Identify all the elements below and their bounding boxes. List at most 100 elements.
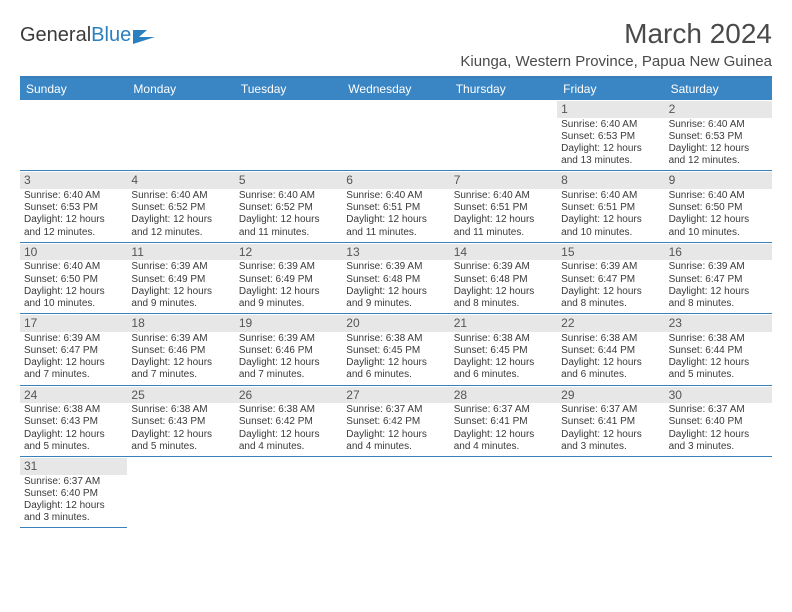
sunset-text: Sunset: 6:52 PM: [239, 202, 338, 214]
daylight-text: Daylight: 12 hours and 7 minutes.: [24, 357, 123, 381]
sunset-text: Sunset: 6:40 PM: [669, 416, 768, 428]
sunrise-text: Sunrise: 6:37 AM: [24, 476, 123, 488]
day-number: 29: [557, 387, 664, 404]
day-cell: 29Sunrise: 6:37 AMSunset: 6:41 PMDayligh…: [557, 386, 664, 457]
day-number: 20: [342, 315, 449, 332]
sunrise-text: Sunrise: 6:39 AM: [239, 261, 338, 273]
weekday-label: Sunday: [20, 78, 127, 100]
day-cell: 22Sunrise: 6:38 AMSunset: 6:44 PMDayligh…: [557, 314, 664, 385]
daylight-text: Daylight: 12 hours and 6 minutes.: [561, 357, 660, 381]
sunset-text: Sunset: 6:48 PM: [454, 274, 553, 286]
daylight-text: Daylight: 12 hours and 13 minutes.: [561, 143, 660, 167]
daylight-text: Daylight: 12 hours and 4 minutes.: [239, 429, 338, 453]
sunrise-text: Sunrise: 6:40 AM: [131, 190, 230, 202]
daylight-text: Daylight: 12 hours and 11 minutes.: [346, 214, 445, 238]
day-number: 24: [20, 387, 127, 404]
header: GeneralBlue March 2024 Kiunga, Western P…: [20, 18, 772, 70]
sunrise-text: Sunrise: 6:37 AM: [669, 404, 768, 416]
sunrise-text: Sunrise: 6:38 AM: [24, 404, 123, 416]
day-cell: 5Sunrise: 6:40 AMSunset: 6:52 PMDaylight…: [235, 171, 342, 242]
day-cell: 9Sunrise: 6:40 AMSunset: 6:50 PMDaylight…: [665, 171, 772, 242]
sunset-text: Sunset: 6:45 PM: [454, 345, 553, 357]
empty-cell: [235, 100, 342, 171]
day-cell: 16Sunrise: 6:39 AMSunset: 6:47 PMDayligh…: [665, 243, 772, 314]
daylight-text: Daylight: 12 hours and 5 minutes.: [131, 429, 230, 453]
sunrise-text: Sunrise: 6:38 AM: [561, 333, 660, 345]
sunrise-text: Sunrise: 6:39 AM: [239, 333, 338, 345]
empty-cell: [342, 100, 449, 171]
weekday-label: Tuesday: [235, 78, 342, 100]
daylight-text: Daylight: 12 hours and 10 minutes.: [669, 214, 768, 238]
day-number: 31: [20, 458, 127, 475]
sunset-text: Sunset: 6:40 PM: [24, 488, 123, 500]
sunrise-text: Sunrise: 6:37 AM: [561, 404, 660, 416]
day-cell: 6Sunrise: 6:40 AMSunset: 6:51 PMDaylight…: [342, 171, 449, 242]
day-number: 1: [557, 101, 664, 118]
sunrise-text: Sunrise: 6:40 AM: [669, 190, 768, 202]
sunrise-text: Sunrise: 6:39 AM: [454, 261, 553, 273]
sunset-text: Sunset: 6:49 PM: [239, 274, 338, 286]
daylight-text: Daylight: 12 hours and 12 minutes.: [669, 143, 768, 167]
day-cell: 7Sunrise: 6:40 AMSunset: 6:51 PMDaylight…: [450, 171, 557, 242]
day-cell: 27Sunrise: 6:37 AMSunset: 6:42 PMDayligh…: [342, 386, 449, 457]
sunrise-text: Sunrise: 6:40 AM: [239, 190, 338, 202]
day-cell: 25Sunrise: 6:38 AMSunset: 6:43 PMDayligh…: [127, 386, 234, 457]
day-number: 11: [127, 244, 234, 261]
daylight-text: Daylight: 12 hours and 4 minutes.: [346, 429, 445, 453]
day-number: 2: [665, 101, 772, 118]
sunset-text: Sunset: 6:53 PM: [24, 202, 123, 214]
day-number: 28: [450, 387, 557, 404]
day-cell: 15Sunrise: 6:39 AMSunset: 6:47 PMDayligh…: [557, 243, 664, 314]
sunset-text: Sunset: 6:43 PM: [131, 416, 230, 428]
sunrise-text: Sunrise: 6:38 AM: [131, 404, 230, 416]
day-cell: 23Sunrise: 6:38 AMSunset: 6:44 PMDayligh…: [665, 314, 772, 385]
sunrise-text: Sunrise: 6:40 AM: [561, 190, 660, 202]
day-number: 22: [557, 315, 664, 332]
day-number: 14: [450, 244, 557, 261]
day-number: 21: [450, 315, 557, 332]
logo-text-2: Blue: [91, 24, 131, 47]
day-number: 18: [127, 315, 234, 332]
daylight-text: Daylight: 12 hours and 5 minutes.: [24, 429, 123, 453]
sunset-text: Sunset: 6:45 PM: [346, 345, 445, 357]
daylight-text: Daylight: 12 hours and 10 minutes.: [24, 286, 123, 310]
weekday-label: Wednesday: [342, 78, 449, 100]
daylight-text: Daylight: 12 hours and 8 minutes.: [669, 286, 768, 310]
sunrise-text: Sunrise: 6:38 AM: [454, 333, 553, 345]
daylight-text: Daylight: 12 hours and 9 minutes.: [346, 286, 445, 310]
sunset-text: Sunset: 6:46 PM: [131, 345, 230, 357]
day-cell: 19Sunrise: 6:39 AMSunset: 6:46 PMDayligh…: [235, 314, 342, 385]
daylight-text: Daylight: 12 hours and 3 minutes.: [24, 500, 123, 524]
day-number: 30: [665, 387, 772, 404]
empty-cell: [20, 100, 127, 171]
title-block: March 2024 Kiunga, Western Province, Pap…: [460, 18, 772, 70]
day-number: 5: [235, 172, 342, 189]
day-number: 12: [235, 244, 342, 261]
day-cell: 14Sunrise: 6:39 AMSunset: 6:48 PMDayligh…: [450, 243, 557, 314]
sunset-text: Sunset: 6:51 PM: [346, 202, 445, 214]
day-cell: 18Sunrise: 6:39 AMSunset: 6:46 PMDayligh…: [127, 314, 234, 385]
location-text: Kiunga, Western Province, Papua New Guin…: [460, 53, 772, 70]
daylight-text: Daylight: 12 hours and 8 minutes.: [454, 286, 553, 310]
sunrise-text: Sunrise: 6:39 AM: [24, 333, 123, 345]
sunset-text: Sunset: 6:44 PM: [669, 345, 768, 357]
daylight-text: Daylight: 12 hours and 6 minutes.: [454, 357, 553, 381]
sunrise-text: Sunrise: 6:38 AM: [239, 404, 338, 416]
day-cell: 11Sunrise: 6:39 AMSunset: 6:49 PMDayligh…: [127, 243, 234, 314]
daylight-text: Daylight: 12 hours and 12 minutes.: [131, 214, 230, 238]
daylight-text: Daylight: 12 hours and 11 minutes.: [239, 214, 338, 238]
sunset-text: Sunset: 6:48 PM: [346, 274, 445, 286]
sunset-text: Sunset: 6:42 PM: [239, 416, 338, 428]
sunrise-text: Sunrise: 6:40 AM: [24, 261, 123, 273]
day-cell: 13Sunrise: 6:39 AMSunset: 6:48 PMDayligh…: [342, 243, 449, 314]
sunset-text: Sunset: 6:49 PM: [131, 274, 230, 286]
day-number: 25: [127, 387, 234, 404]
calendar-page: GeneralBlue March 2024 Kiunga, Western P…: [0, 0, 792, 538]
day-cell: 2Sunrise: 6:40 AMSunset: 6:53 PMDaylight…: [665, 100, 772, 171]
sunrise-text: Sunrise: 6:39 AM: [669, 261, 768, 273]
daylight-text: Daylight: 12 hours and 7 minutes.: [239, 357, 338, 381]
sunset-text: Sunset: 6:47 PM: [561, 274, 660, 286]
day-number: 23: [665, 315, 772, 332]
sunset-text: Sunset: 6:51 PM: [454, 202, 553, 214]
day-cell: 17Sunrise: 6:39 AMSunset: 6:47 PMDayligh…: [20, 314, 127, 385]
